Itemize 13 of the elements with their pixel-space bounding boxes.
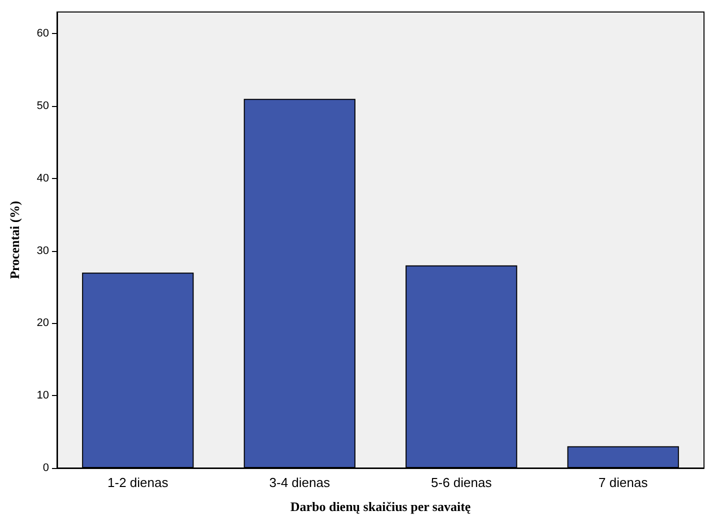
x-tick-label: 7 dienas bbox=[598, 475, 648, 490]
y-axis-title: Procentai (%) bbox=[7, 200, 22, 280]
y-tick-label: 0 bbox=[42, 462, 49, 474]
y-tick-label: 10 bbox=[36, 390, 49, 402]
x-tick-label: 3-4 dienas bbox=[269, 475, 330, 490]
y-tick-label: 50 bbox=[36, 100, 49, 112]
x-tick-label: 5-6 dienas bbox=[431, 475, 492, 490]
y-tick-label: 40 bbox=[36, 172, 49, 184]
y-tick-label: 20 bbox=[36, 317, 49, 330]
y-tick-label: 60 bbox=[36, 28, 49, 40]
x-tick-label: 1-2 dienas bbox=[108, 475, 169, 490]
y-tick-label: 30 bbox=[36, 244, 49, 257]
x-axis-title: Darbo dienų skaičius per savaitę bbox=[290, 499, 471, 514]
